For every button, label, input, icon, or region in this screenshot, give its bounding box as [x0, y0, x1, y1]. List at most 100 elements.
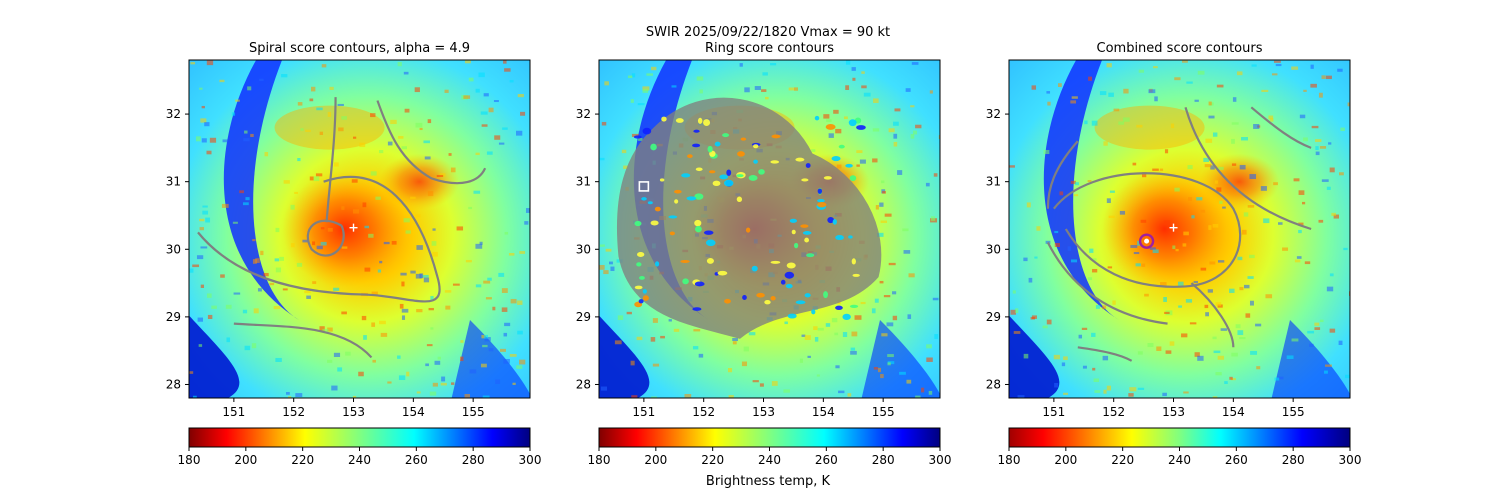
- texture-speckle: [646, 73, 653, 76]
- texture-speckle: [207, 314, 213, 320]
- x-tick-label: 152: [1102, 405, 1125, 419]
- texture-speckle: [1070, 259, 1078, 263]
- texture-speckle: [206, 150, 212, 155]
- texture-speckle: [1222, 206, 1226, 209]
- clear-air-southeast: [861, 320, 940, 398]
- colorbar-tick-label: 220: [291, 453, 314, 467]
- ring-contour-hole: [682, 278, 689, 285]
- texture-speckle: [1212, 396, 1218, 398]
- texture-speckle: [1130, 244, 1138, 248]
- texture-speckle: [196, 255, 204, 260]
- spiral-contour: [197, 175, 441, 303]
- texture-speckle: [341, 116, 347, 120]
- texture-speckle: [297, 158, 301, 162]
- texture-speckle: [1108, 215, 1115, 219]
- texture-speckle: [636, 336, 643, 341]
- ring-contour-hole: [633, 135, 642, 139]
- clear-air-southeast: [1271, 320, 1350, 398]
- texture-speckle: [481, 334, 486, 339]
- texture-speckle: [361, 315, 367, 321]
- texture-speckle: [1095, 304, 1101, 309]
- ring-contour-hole: [831, 156, 841, 162]
- ring-contour-hole: [717, 270, 728, 276]
- texture-speckle: [247, 86, 252, 91]
- combined-contour: [1250, 106, 1312, 149]
- texture-speckle: [642, 88, 649, 93]
- texture-speckle: [732, 337, 738, 342]
- texture-speckle: [508, 252, 515, 256]
- texture-speckle: [1181, 60, 1188, 63]
- texture-speckle: [873, 366, 878, 370]
- texture-speckle: [873, 98, 879, 103]
- texture-speckle: [341, 206, 345, 210]
- texture-speckle: [910, 105, 915, 108]
- ring-contour-hole: [780, 279, 786, 285]
- texture-speckle: [1212, 132, 1218, 137]
- texture-speckle: [1088, 76, 1093, 81]
- texture-speckle: [1204, 304, 1209, 309]
- texture-speckle: [825, 323, 831, 327]
- colorbar-tick-label: 200: [644, 453, 667, 467]
- texture-speckle: [728, 395, 734, 398]
- texture-speckle: [250, 133, 254, 137]
- texture-speckle: [1333, 214, 1340, 219]
- texture-speckle: [202, 210, 209, 215]
- ring-contour-hole: [827, 216, 835, 224]
- texture-speckle: [1204, 164, 1212, 168]
- y-tick-label: 31: [166, 175, 181, 189]
- texture-speckle: [378, 150, 384, 154]
- texture-speckle: [1175, 248, 1179, 252]
- texture-speckle: [423, 140, 430, 144]
- texture-speckle: [206, 293, 212, 298]
- texture-speckle: [893, 121, 899, 126]
- texture-speckle: [503, 358, 510, 364]
- texture-speckle: [244, 345, 251, 351]
- texture-speckle: [884, 213, 892, 217]
- texture-speckle: [1164, 311, 1170, 315]
- texture-speckle: [439, 173, 446, 177]
- texture-speckle: [1278, 222, 1283, 225]
- colorbar-tick-label: 180: [588, 453, 611, 467]
- texture-speckle: [1070, 180, 1076, 184]
- texture-speckle: [257, 288, 262, 292]
- texture-speckle: [1047, 101, 1051, 106]
- texture-speckle: [483, 93, 489, 97]
- brightness-temp-image: [189, 60, 530, 398]
- texture-speckle: [856, 164, 860, 167]
- texture-speckle: [1277, 376, 1284, 380]
- ring-contour-hole: [849, 175, 857, 182]
- texture-speckle: [1102, 355, 1109, 361]
- texture-speckle: [1091, 332, 1096, 337]
- texture-speckle: [432, 382, 438, 387]
- texture-speckle: [1093, 378, 1099, 383]
- texture-speckle: [1197, 70, 1205, 75]
- x-tick-label: 151: [1042, 405, 1065, 419]
- ring-contour-hole: [791, 229, 796, 235]
- texture-speckle: [296, 262, 303, 267]
- texture-speckle: [1255, 323, 1262, 327]
- texture-speckle: [1239, 286, 1244, 291]
- texture-speckle: [341, 311, 347, 315]
- texture-speckle: [519, 359, 526, 365]
- ring-contour-hole: [650, 143, 657, 151]
- texture-speckle: [1034, 256, 1038, 259]
- texture-speckle: [209, 137, 217, 143]
- texture-speckle: [372, 359, 376, 363]
- colorbar-gradient: [598, 427, 941, 448]
- texture-speckle: [281, 74, 288, 78]
- ring-contour-hole: [786, 262, 796, 269]
- ring-contour-hole: [804, 237, 810, 243]
- texture-speckle: [245, 197, 250, 201]
- x-tick-label: 154: [1222, 405, 1245, 419]
- texture-speckle: [200, 246, 208, 249]
- colorbar-tick-label: 260: [405, 453, 428, 467]
- texture-speckle: [279, 256, 284, 261]
- texture-speckle: [480, 363, 487, 368]
- texture-speckle: [754, 86, 761, 90]
- texture-speckle: [925, 182, 930, 187]
- texture-speckle: [1239, 337, 1246, 340]
- texture-speckle: [233, 292, 241, 295]
- ring-contour-hole: [751, 265, 758, 272]
- ring-contour-hole: [697, 117, 703, 124]
- texture-speckle: [626, 311, 632, 315]
